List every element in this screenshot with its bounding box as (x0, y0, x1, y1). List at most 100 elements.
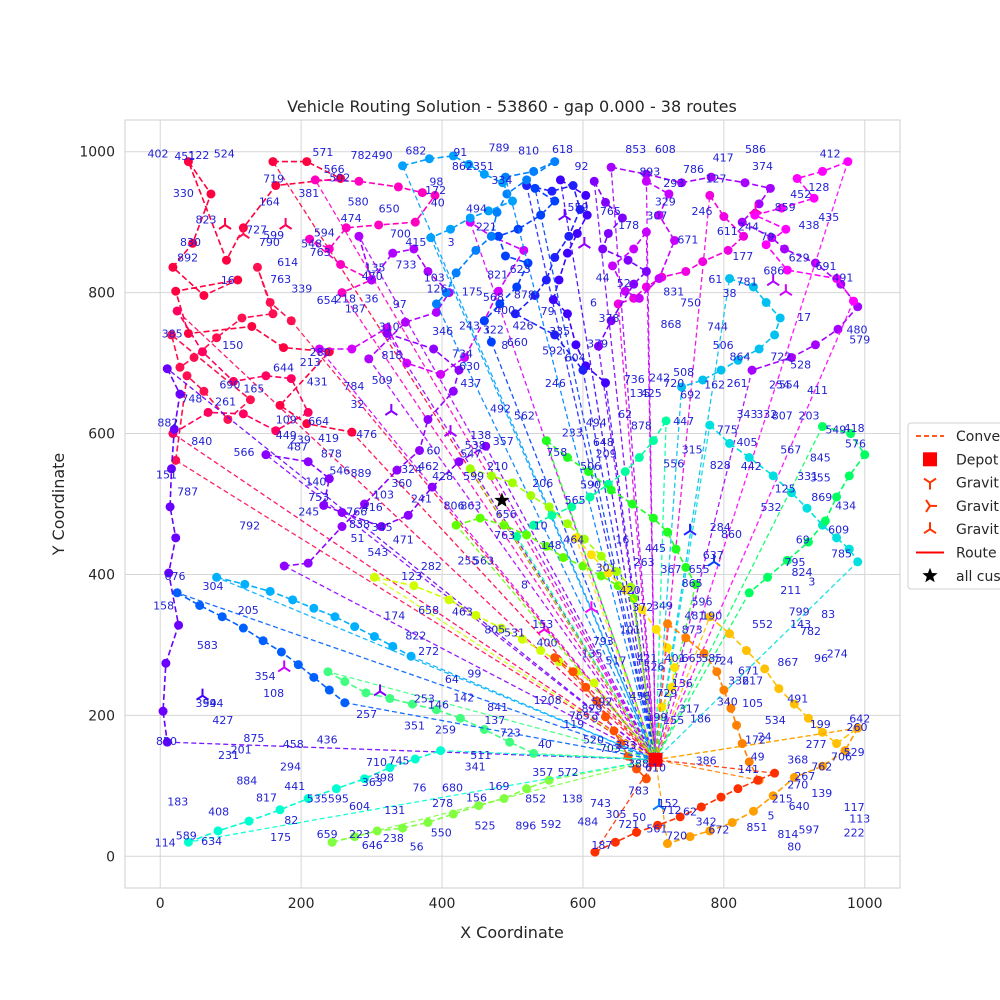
customer-point (558, 553, 568, 563)
node-label: 868 (660, 318, 681, 331)
node-label: 873 (682, 624, 703, 637)
node-label: 44 (596, 271, 610, 284)
node-label: 529 (844, 746, 865, 759)
node-label: 594 (203, 697, 224, 710)
node-label: 672 (708, 824, 729, 837)
gravity-arm (564, 214, 572, 221)
node-label: 246 (691, 205, 712, 218)
node-label: 721 (618, 818, 639, 831)
customer-point (398, 161, 408, 171)
node-label: 878 (514, 288, 535, 301)
customer-point (367, 275, 377, 285)
node-label: 830 (180, 236, 201, 249)
node-label: 630 (459, 360, 480, 373)
node-label: 712 (660, 804, 681, 817)
customer-point (293, 660, 303, 670)
customer-point (760, 664, 770, 674)
node-label: 884 (236, 774, 257, 787)
customer-point (705, 826, 715, 836)
node-label: 175 (462, 285, 483, 298)
customer-point (372, 826, 382, 836)
customer-point (833, 324, 843, 334)
customer-point (261, 450, 271, 460)
node-label: 400 (536, 636, 557, 649)
customer-point (519, 245, 529, 255)
node-label: 245 (298, 505, 319, 518)
customer-point (550, 330, 560, 340)
customer-point (512, 282, 522, 292)
node-label: 62 (618, 408, 632, 421)
node-label: 850 (156, 735, 177, 748)
node-label: 213 (300, 356, 321, 369)
node-label: 775 (717, 424, 738, 437)
route-depot-leg (167, 741, 656, 761)
node-label: 664 (308, 415, 329, 428)
route-depot-leg (559, 179, 657, 760)
gravity-arm (772, 280, 780, 287)
route-line (575, 537, 676, 708)
node-label: 736 (624, 373, 645, 386)
customer-point (175, 362, 185, 372)
node-label: 538 (465, 439, 486, 452)
node-label: 293 (663, 177, 684, 190)
customer-point (276, 647, 286, 657)
customer-point (581, 682, 591, 692)
node-label: 502 (329, 171, 350, 184)
customer-point (547, 510, 557, 520)
route-line (617, 194, 745, 305)
node-label: 140 (305, 476, 326, 489)
gravity-marker (584, 601, 598, 614)
customer-point (460, 352, 470, 362)
route-depot-leg (654, 300, 855, 761)
node-label: 206 (532, 477, 553, 490)
node-label: 534 (765, 714, 786, 727)
customer-point (500, 251, 510, 261)
node-label: 210 (487, 460, 508, 473)
customer-point (641, 774, 651, 784)
gravity-arm (283, 666, 291, 673)
node-label: 61 (708, 273, 722, 286)
customer-point (696, 802, 706, 812)
node-label: 531 (504, 626, 525, 639)
node-label: 36 (365, 292, 379, 305)
customer-point (770, 330, 780, 340)
gravity-arm (590, 607, 598, 614)
customer-point (719, 685, 729, 695)
node-label: 60 (427, 445, 441, 458)
customer-point (409, 581, 419, 591)
gravity-arm (449, 431, 458, 437)
node-label: 16 (615, 533, 629, 546)
node-label: 136 (672, 677, 693, 690)
customer-point (564, 231, 574, 241)
customer-point (629, 244, 639, 254)
customer-point (431, 307, 441, 317)
customer-point (508, 196, 517, 206)
customer-point (767, 233, 777, 243)
customer-point (744, 588, 754, 598)
route-line (681, 277, 782, 388)
node-label: 242 (649, 371, 670, 384)
route-line (170, 266, 292, 461)
node-label: 165 (243, 383, 264, 396)
node-label: 525 (474, 820, 495, 833)
node-label: 656 (496, 508, 517, 521)
customer-point (670, 662, 680, 672)
route-line (172, 310, 310, 435)
node-label: 199 (646, 711, 667, 724)
gravity-arm (652, 804, 660, 811)
node-label: 682 (405, 145, 426, 158)
node-label: 763 (310, 246, 331, 259)
node-label: 123 (401, 570, 422, 583)
customer-point (426, 233, 436, 243)
customer-point (723, 245, 733, 255)
customer-point (441, 288, 451, 298)
route-depot-leg (368, 358, 657, 761)
customer-point (698, 257, 708, 267)
customer-point (667, 682, 677, 692)
customer-point (486, 471, 496, 481)
customer-point (726, 703, 736, 713)
customer-point (288, 595, 298, 605)
node-label: 418 (844, 422, 865, 435)
customer-point (465, 464, 475, 474)
customer-point (529, 520, 539, 530)
